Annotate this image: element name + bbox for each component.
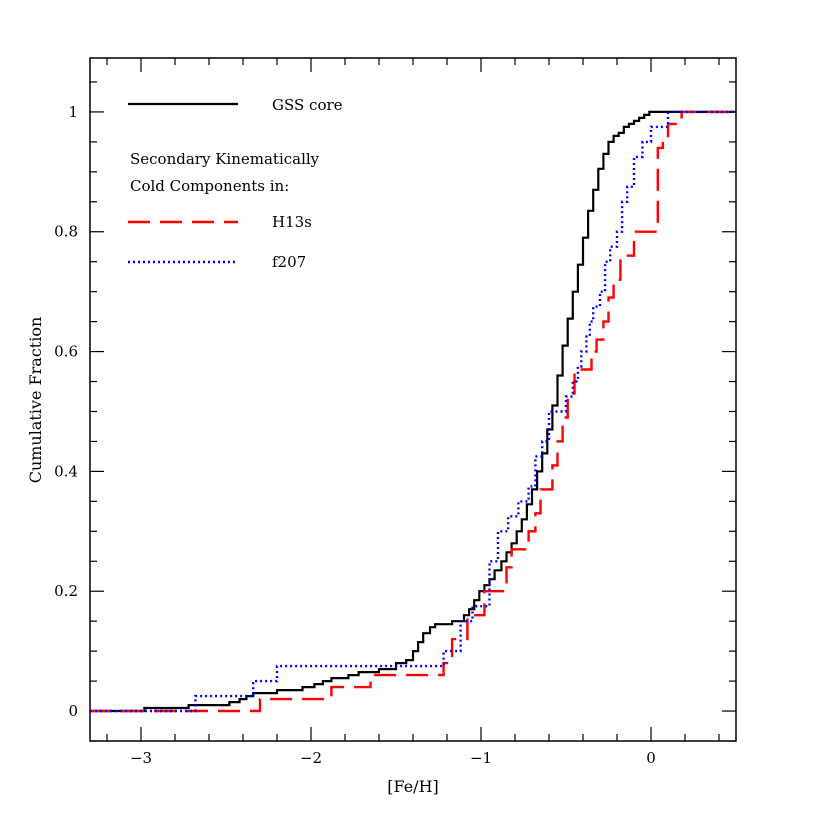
y-tick-label: 0.2: [54, 582, 78, 600]
x-tick-label: −3: [130, 749, 152, 767]
x-tick-label: 0: [646, 749, 656, 767]
y-tick-labels: 0 0.2 0.4 0.6 0.8 1: [54, 103, 78, 720]
series-line-f207: [90, 110, 736, 713]
series-line-gss-core: [90, 110, 736, 713]
legend-heading-line-2: Cold Components in:: [130, 177, 289, 195]
legend-heading-line-1: Secondary Kinematically: [130, 150, 320, 168]
legend-label-h13s: H13s: [272, 213, 312, 231]
x-tick-label: −2: [300, 749, 322, 767]
legend-label-gss-core: GSS core: [272, 96, 343, 114]
axis-ticks: [90, 58, 736, 742]
y-tick-label: 0.8: [54, 223, 78, 241]
x-tick-labels: −3 −2 −1 0: [130, 749, 656, 767]
y-tick-label: 0.4: [54, 462, 78, 480]
x-tick-label: −1: [470, 749, 492, 767]
legend: GSS core Secondary Kinematically Cold Co…: [128, 96, 343, 271]
y-tick-label: 0.6: [54, 343, 78, 361]
series-layer: [90, 110, 736, 713]
y-tick-label: 0: [68, 702, 78, 720]
series-line-h13s: [90, 110, 736, 713]
legend-label-f207: f207: [272, 253, 306, 271]
y-axis-label: Cumulative Fraction: [26, 317, 45, 484]
y-tick-label: 1: [68, 103, 78, 121]
x-axis-label: [Fe/H]: [387, 777, 439, 796]
